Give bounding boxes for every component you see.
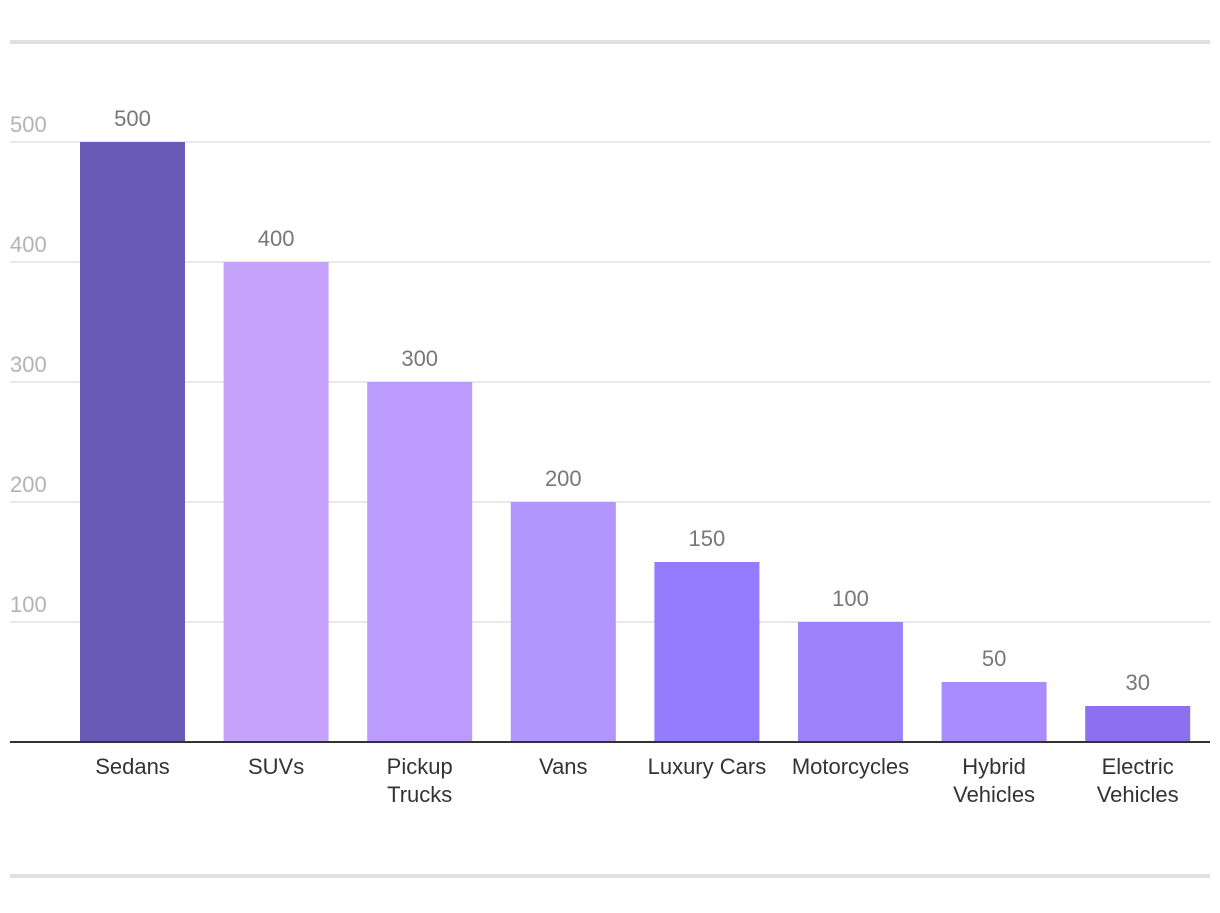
x-tick-label: Electric [1102,754,1174,779]
bar [798,622,903,742]
bars [80,142,1191,742]
y-tick-label: 200 [10,472,47,497]
x-tick-label: Trucks [387,782,452,807]
bar [223,262,329,742]
data-label: 300 [401,346,438,371]
bar [941,682,1047,742]
x-tick-label: Vehicles [1097,782,1179,807]
y-tick-label: 500 [10,112,47,137]
bar [367,382,473,742]
y-tick-label: 100 [10,592,47,617]
bar [1085,706,1191,742]
data-label: 400 [258,226,295,251]
value-labels: 500 400 300 200 150 100 50 30 [114,106,1150,695]
x-tick-label: Vans [539,754,588,779]
data-label: 500 [114,106,151,131]
x-tick-label: Luxury Cars [648,754,767,779]
x-tick-label: Sedans [95,754,170,779]
data-label: 100 [832,586,869,611]
y-tick-label: 300 [10,352,47,377]
x-tick-label: Motorcycles [792,754,909,779]
x-axis-categories: Sedans SUVs Pickup Trucks Vans Luxury Cars Mot… [95,754,1178,807]
data-label: 30 [1125,670,1149,695]
x-tick-label: SUVs [248,754,304,779]
x-tick-label: Vehicles [953,782,1035,807]
bar [510,502,616,742]
y-tick-label: 400 [10,232,47,257]
data-label: 50 [982,646,1006,671]
data-label: 200 [545,466,582,491]
bar [654,562,760,742]
y-axis-ticks: 100 200 300 400 500 [10,112,47,617]
x-tick-label: Hybrid [962,754,1026,779]
bar [80,142,185,742]
data-label: 150 [689,526,726,551]
x-tick-label: Pickup [387,754,453,779]
